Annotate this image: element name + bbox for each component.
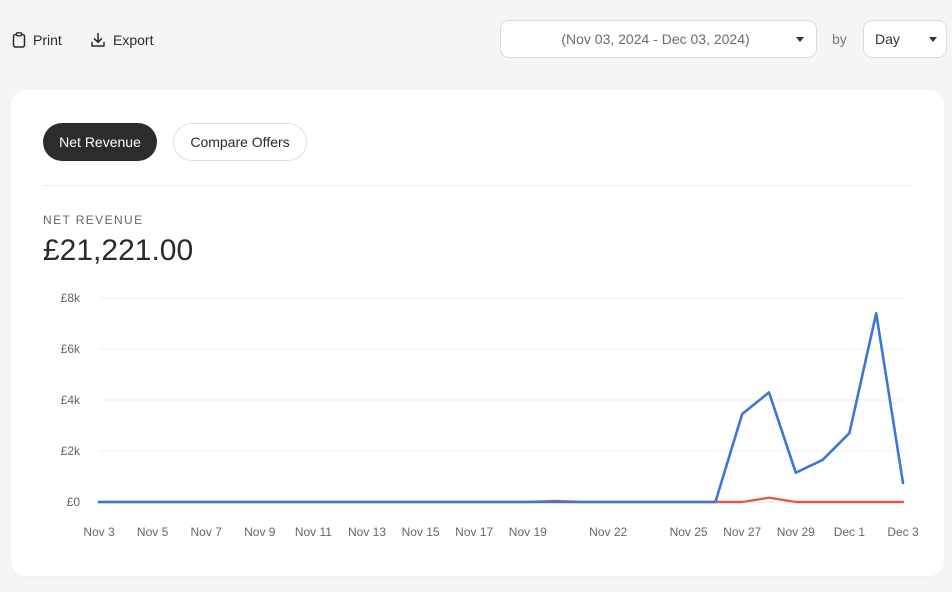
x-tick-label: Nov 25 — [670, 525, 708, 539]
x-tick-label: Nov 3 — [83, 525, 115, 539]
y-tick-label: £2k — [61, 444, 81, 458]
granularity-select[interactable]: Day — [863, 20, 947, 58]
tab-compare-offers[interactable]: Compare Offers — [173, 123, 307, 161]
x-tick-label: Dec 3 — [887, 525, 919, 539]
granularity-value: Day — [875, 31, 900, 47]
metric-value: £21,221.00 — [43, 234, 194, 267]
print-label: Print — [33, 32, 62, 48]
date-range-value: (Nov 03, 2024 - Dec 03, 2024) — [561, 31, 750, 47]
x-tick-label: Nov 22 — [589, 525, 627, 539]
x-tick-label: Nov 11 — [295, 525, 332, 539]
x-tick-label: Nov 27 — [723, 525, 761, 539]
date-range-select[interactable]: (Nov 03, 2024 - Dec 03, 2024) — [500, 20, 817, 58]
divider — [43, 185, 912, 186]
y-tick-label: £0 — [67, 495, 81, 509]
x-tick-label: Nov 7 — [191, 525, 223, 539]
print-button[interactable]: Print — [12, 30, 62, 50]
y-tick-label: £8k — [61, 291, 81, 305]
chevron-down-icon — [796, 36, 804, 42]
x-tick-label: Nov 29 — [777, 525, 815, 539]
chevron-down-icon — [929, 36, 937, 42]
x-tick-label: Nov 5 — [137, 525, 169, 539]
by-label: by — [832, 31, 847, 47]
x-tick-label: Nov 17 — [455, 525, 493, 539]
x-tick-label: Nov 19 — [509, 525, 547, 539]
clipboard-icon — [12, 32, 26, 48]
download-icon — [90, 32, 106, 48]
revenue-line-chart: £0 £2k £4k £6k £8k Nov 3 Nov 5 Nov 7 Nov 9 Nov 11… — [61, 291, 919, 539]
y-tick-label: £6k — [61, 342, 81, 356]
tab-net-revenue[interactable]: Net Revenue — [43, 123, 157, 161]
metric-label: NET REVENUE — [43, 213, 144, 227]
x-tick-label: Nov 9 — [244, 525, 276, 539]
export-label: Export — [113, 32, 154, 48]
x-tick-label: Nov 13 — [348, 525, 386, 539]
x-tick-label: Nov 15 — [402, 525, 440, 539]
y-tick-label: £4k — [61, 393, 81, 407]
revenue-card: Net Revenue Compare Offers NET REVENUE £… — [11, 90, 944, 576]
export-button[interactable]: Export — [90, 30, 153, 50]
x-tick-label: Dec 1 — [834, 525, 866, 539]
series-line-primary — [97, 312, 905, 504]
